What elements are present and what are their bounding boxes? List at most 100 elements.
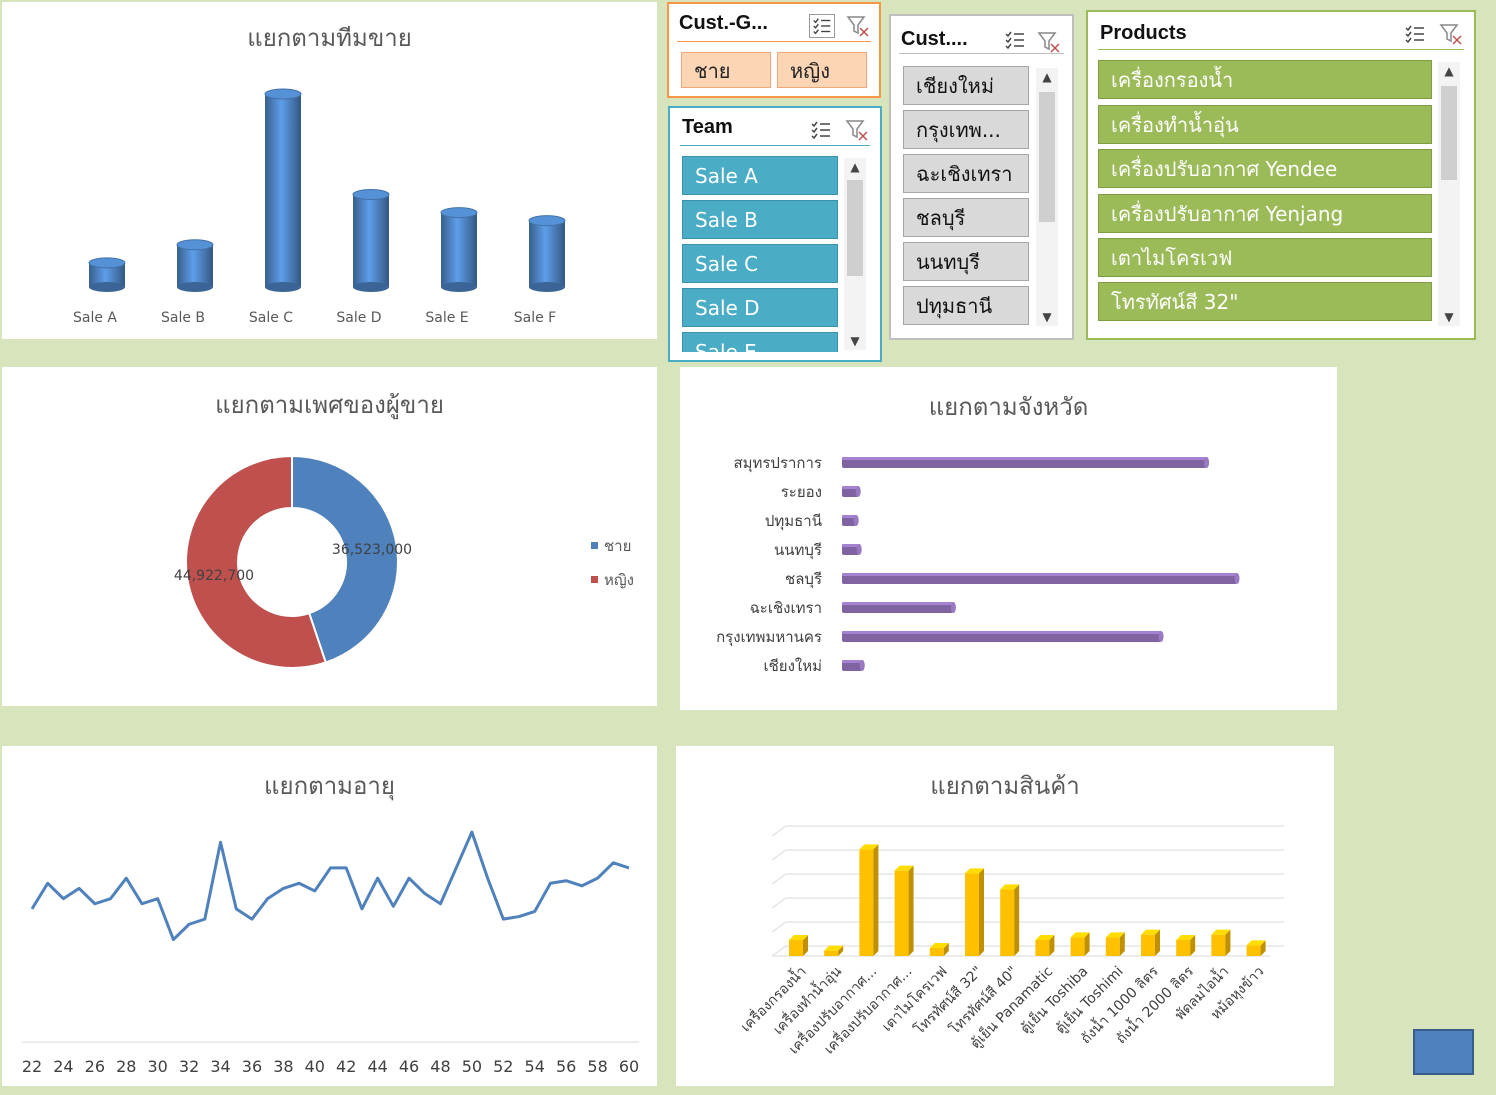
bar-base — [529, 282, 565, 292]
bar-cap — [1204, 457, 1210, 468]
bar-top — [264, 88, 302, 100]
team-chart-title: แยกตามทีมขาย — [247, 24, 412, 52]
scroll-down-icon[interactable]: ▼ — [1042, 310, 1052, 324]
slicer-item[interactable]: โทรทัศน์สี 32" — [1098, 282, 1432, 321]
province-slicer-scrollbar[interactable]: ▲ ▼ — [1036, 68, 1058, 326]
scroll-up-icon[interactable]: ▲ — [1444, 64, 1454, 78]
x-tick-label: 26 — [85, 1057, 105, 1076]
clear-filter-icon[interactable] — [1036, 30, 1062, 54]
y-tick-label: ฉะเชิงเทรา — [750, 599, 822, 617]
slicer-item[interactable]: ชาย — [681, 52, 771, 88]
scroll-down-icon[interactable]: ▼ — [1444, 310, 1454, 324]
slicer-item[interactable]: Sale D — [682, 288, 838, 327]
bar — [265, 94, 301, 287]
slicer-item[interactable]: Sale A — [682, 156, 838, 195]
bar-base — [353, 282, 389, 292]
scroll-up-icon[interactable]: ▲ — [1042, 70, 1052, 84]
bar — [824, 950, 839, 956]
slicer-item[interactable]: นนทบุรี — [903, 242, 1029, 281]
bar-highlight — [842, 515, 857, 518]
scroll-up-icon[interactable]: ▲ — [850, 160, 860, 174]
pie-slice — [291, 454, 399, 664]
slicer-item[interactable]: เชียงใหม่ — [903, 66, 1029, 105]
slicer-item[interactable]: Sale C — [682, 244, 838, 283]
bar-top — [965, 868, 984, 874]
bar-side — [1260, 940, 1266, 956]
bar — [1246, 945, 1261, 956]
gridline-depth — [771, 873, 787, 885]
bar — [1035, 940, 1050, 956]
gridline-depth — [771, 945, 787, 957]
blue-shape[interactable] — [1413, 1029, 1474, 1075]
bar-cap — [1158, 631, 1164, 642]
scroll-thumb[interactable] — [1039, 92, 1055, 222]
scroll-thumb[interactable] — [847, 180, 863, 276]
x-tick-label: Sale B — [161, 310, 205, 326]
products-slicer-scrollbar[interactable]: ▲ ▼ — [1438, 62, 1460, 326]
bar-highlight — [842, 602, 954, 605]
multi-select-icon[interactable] — [808, 118, 834, 142]
bar-highlight — [842, 544, 860, 547]
bar — [1141, 934, 1155, 956]
bar-top — [789, 935, 808, 940]
clear-filter-icon[interactable] — [1438, 22, 1464, 46]
province-slicer-title: Cust.... — [901, 28, 968, 50]
slicer-item[interactable]: เครื่องปรับอากาศ Yenjang — [1098, 194, 1432, 233]
age-chart: 22 24 26 28 30 32 34 36 38 40 42 44 46 48 50 52 54 56 58 60 — [22, 830, 639, 1076]
bar-cap — [859, 660, 865, 671]
bar — [929, 948, 944, 956]
legend-swatch — [591, 542, 598, 549]
team-slicer-title: Team — [682, 116, 733, 138]
age-chart-title: แยกตามอายุ — [264, 772, 395, 800]
province-chart-title: แยกตามจังหวัด — [928, 393, 1089, 421]
x-tick-label: 48 — [430, 1057, 450, 1076]
x-tick-label: 24 — [53, 1057, 73, 1076]
bar-side — [1225, 929, 1231, 956]
scroll-thumb[interactable] — [1441, 86, 1457, 180]
slicer-item[interactable]: ปทุมธานี — [903, 286, 1029, 325]
slicer-item[interactable]: Sale E — [682, 332, 838, 352]
team-slicer-scrollbar[interactable]: ▲ ▼ — [844, 158, 866, 350]
clear-filter-icon[interactable] — [844, 118, 870, 142]
bar-top — [352, 189, 390, 201]
gender-slicer-title: Cust.-G... — [679, 12, 768, 34]
team-slicer-list: Sale A Sale B Sale C Sale D Sale E — [682, 156, 840, 352]
slicer-item[interactable]: กรุงเทพ... — [903, 110, 1029, 149]
products-slicer-header: Products — [1098, 18, 1464, 50]
bar-cap — [853, 515, 859, 526]
gender-chart-panel: แยกตามเพศของผู้ขาย 36,523,000 44,922,700 ช… — [2, 367, 657, 706]
bar-cap — [950, 602, 956, 613]
bar-cap — [1234, 573, 1240, 584]
x-tick-label: 52 — [493, 1057, 513, 1076]
slicer-item[interactable]: เตาไมโครเวฟ — [1098, 238, 1432, 277]
slicer-item[interactable]: เครื่องกรองน้ำ — [1098, 60, 1432, 99]
multi-select-icon[interactable] — [1402, 22, 1428, 46]
slicer-item[interactable]: ฉะเชิงเทรา — [903, 154, 1029, 193]
bar — [859, 849, 874, 956]
x-tick-label: Sale E — [425, 310, 468, 326]
bar — [529, 220, 565, 287]
slicer-item[interactable]: Sale B — [682, 200, 838, 239]
bar-side — [943, 943, 949, 956]
slicer-item[interactable]: หญิง — [777, 52, 867, 88]
bar-top — [1211, 929, 1231, 935]
pie-slice — [185, 454, 328, 669]
data-label: 44,922,700 — [174, 568, 254, 584]
bar-top — [1176, 935, 1196, 940]
slicer-item[interactable]: ชลบุรี — [903, 198, 1029, 237]
y-tick-label: ระยอง — [781, 483, 822, 501]
bar-top — [894, 865, 914, 871]
slicer-item[interactable]: เครื่องปรับอากาศ Yendee — [1098, 149, 1432, 188]
province-slicer: Cust.... เชียงใหม่ กรุงเทพ... ฉะเชิงเทรา… — [889, 14, 1074, 340]
bar — [965, 873, 979, 956]
clear-filter-icon[interactable] — [845, 14, 871, 38]
bar-side — [803, 935, 808, 956]
scroll-down-icon[interactable]: ▼ — [850, 334, 860, 348]
bar-highlight — [842, 660, 863, 663]
bar — [789, 940, 803, 956]
multi-select-icon[interactable] — [809, 14, 835, 38]
slicer-item[interactable]: เครื่องทำน้ำอุ่น — [1098, 105, 1432, 144]
x-tick-label: 22 — [22, 1057, 42, 1076]
multi-select-icon[interactable] — [1002, 28, 1028, 52]
